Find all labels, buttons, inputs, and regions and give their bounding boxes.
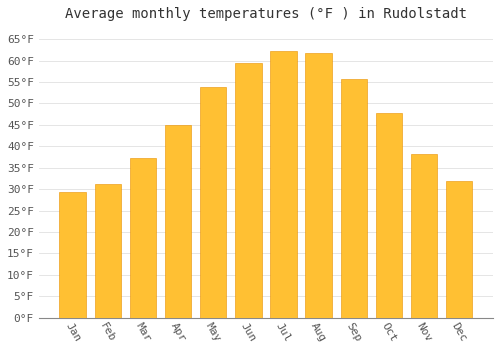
Title: Average monthly temperatures (°F ) in Rudolstadt: Average monthly temperatures (°F ) in Ru… — [65, 7, 467, 21]
Bar — [340, 78, 367, 318]
Bar — [376, 113, 402, 318]
Bar — [235, 63, 262, 318]
Bar — [446, 181, 472, 318]
Bar — [411, 154, 438, 318]
Bar — [60, 192, 86, 318]
Bar — [165, 125, 191, 318]
Bar — [306, 53, 332, 318]
Bar — [94, 184, 121, 318]
Bar — [270, 51, 296, 318]
Bar — [130, 158, 156, 318]
Bar — [200, 87, 226, 318]
